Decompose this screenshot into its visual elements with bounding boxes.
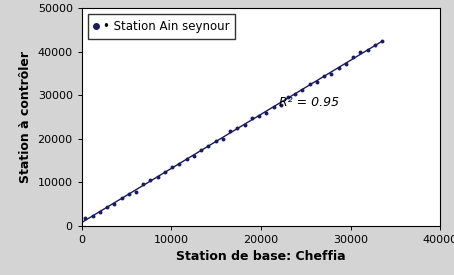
Point: [219, 137, 227, 141]
Point: [284, 95, 291, 99]
Point: [111, 202, 118, 206]
Point: [205, 144, 212, 148]
Text: R² = 0.95: R² = 0.95: [279, 96, 339, 109]
Point: [125, 192, 133, 196]
Y-axis label: Station à contrôler: Station à contrôler: [19, 51, 32, 183]
Point: [364, 48, 371, 53]
Point: [190, 154, 197, 159]
Point: [139, 182, 147, 186]
Point: [82, 216, 89, 221]
Point: [321, 73, 328, 78]
Point: [118, 196, 125, 201]
Point: [277, 103, 284, 107]
Point: [212, 139, 219, 144]
Point: [197, 148, 205, 152]
Point: [241, 122, 248, 127]
Point: [89, 214, 96, 219]
Point: [234, 126, 241, 131]
Point: [176, 162, 183, 166]
Point: [328, 72, 335, 76]
Point: [154, 175, 161, 180]
Point: [357, 50, 364, 55]
Point: [183, 157, 190, 162]
X-axis label: Station de base: Cheffia: Station de base: Cheffia: [176, 250, 346, 263]
Point: [350, 55, 357, 59]
Point: [96, 209, 104, 214]
Point: [299, 88, 306, 92]
Point: [227, 129, 234, 133]
Legend: • Station Ain seynour: • Station Ain seynour: [88, 14, 236, 39]
Point: [291, 92, 299, 96]
Point: [168, 165, 176, 170]
Point: [342, 62, 350, 67]
Point: [263, 111, 270, 115]
Point: [306, 82, 313, 86]
Point: [270, 105, 277, 109]
Point: [147, 178, 154, 183]
Point: [133, 189, 140, 194]
Point: [248, 116, 256, 120]
Point: [371, 43, 379, 47]
Point: [161, 170, 168, 175]
Point: [256, 113, 263, 118]
Point: [335, 66, 342, 70]
Point: [313, 80, 321, 84]
Point: [379, 39, 386, 44]
Point: [104, 205, 111, 209]
